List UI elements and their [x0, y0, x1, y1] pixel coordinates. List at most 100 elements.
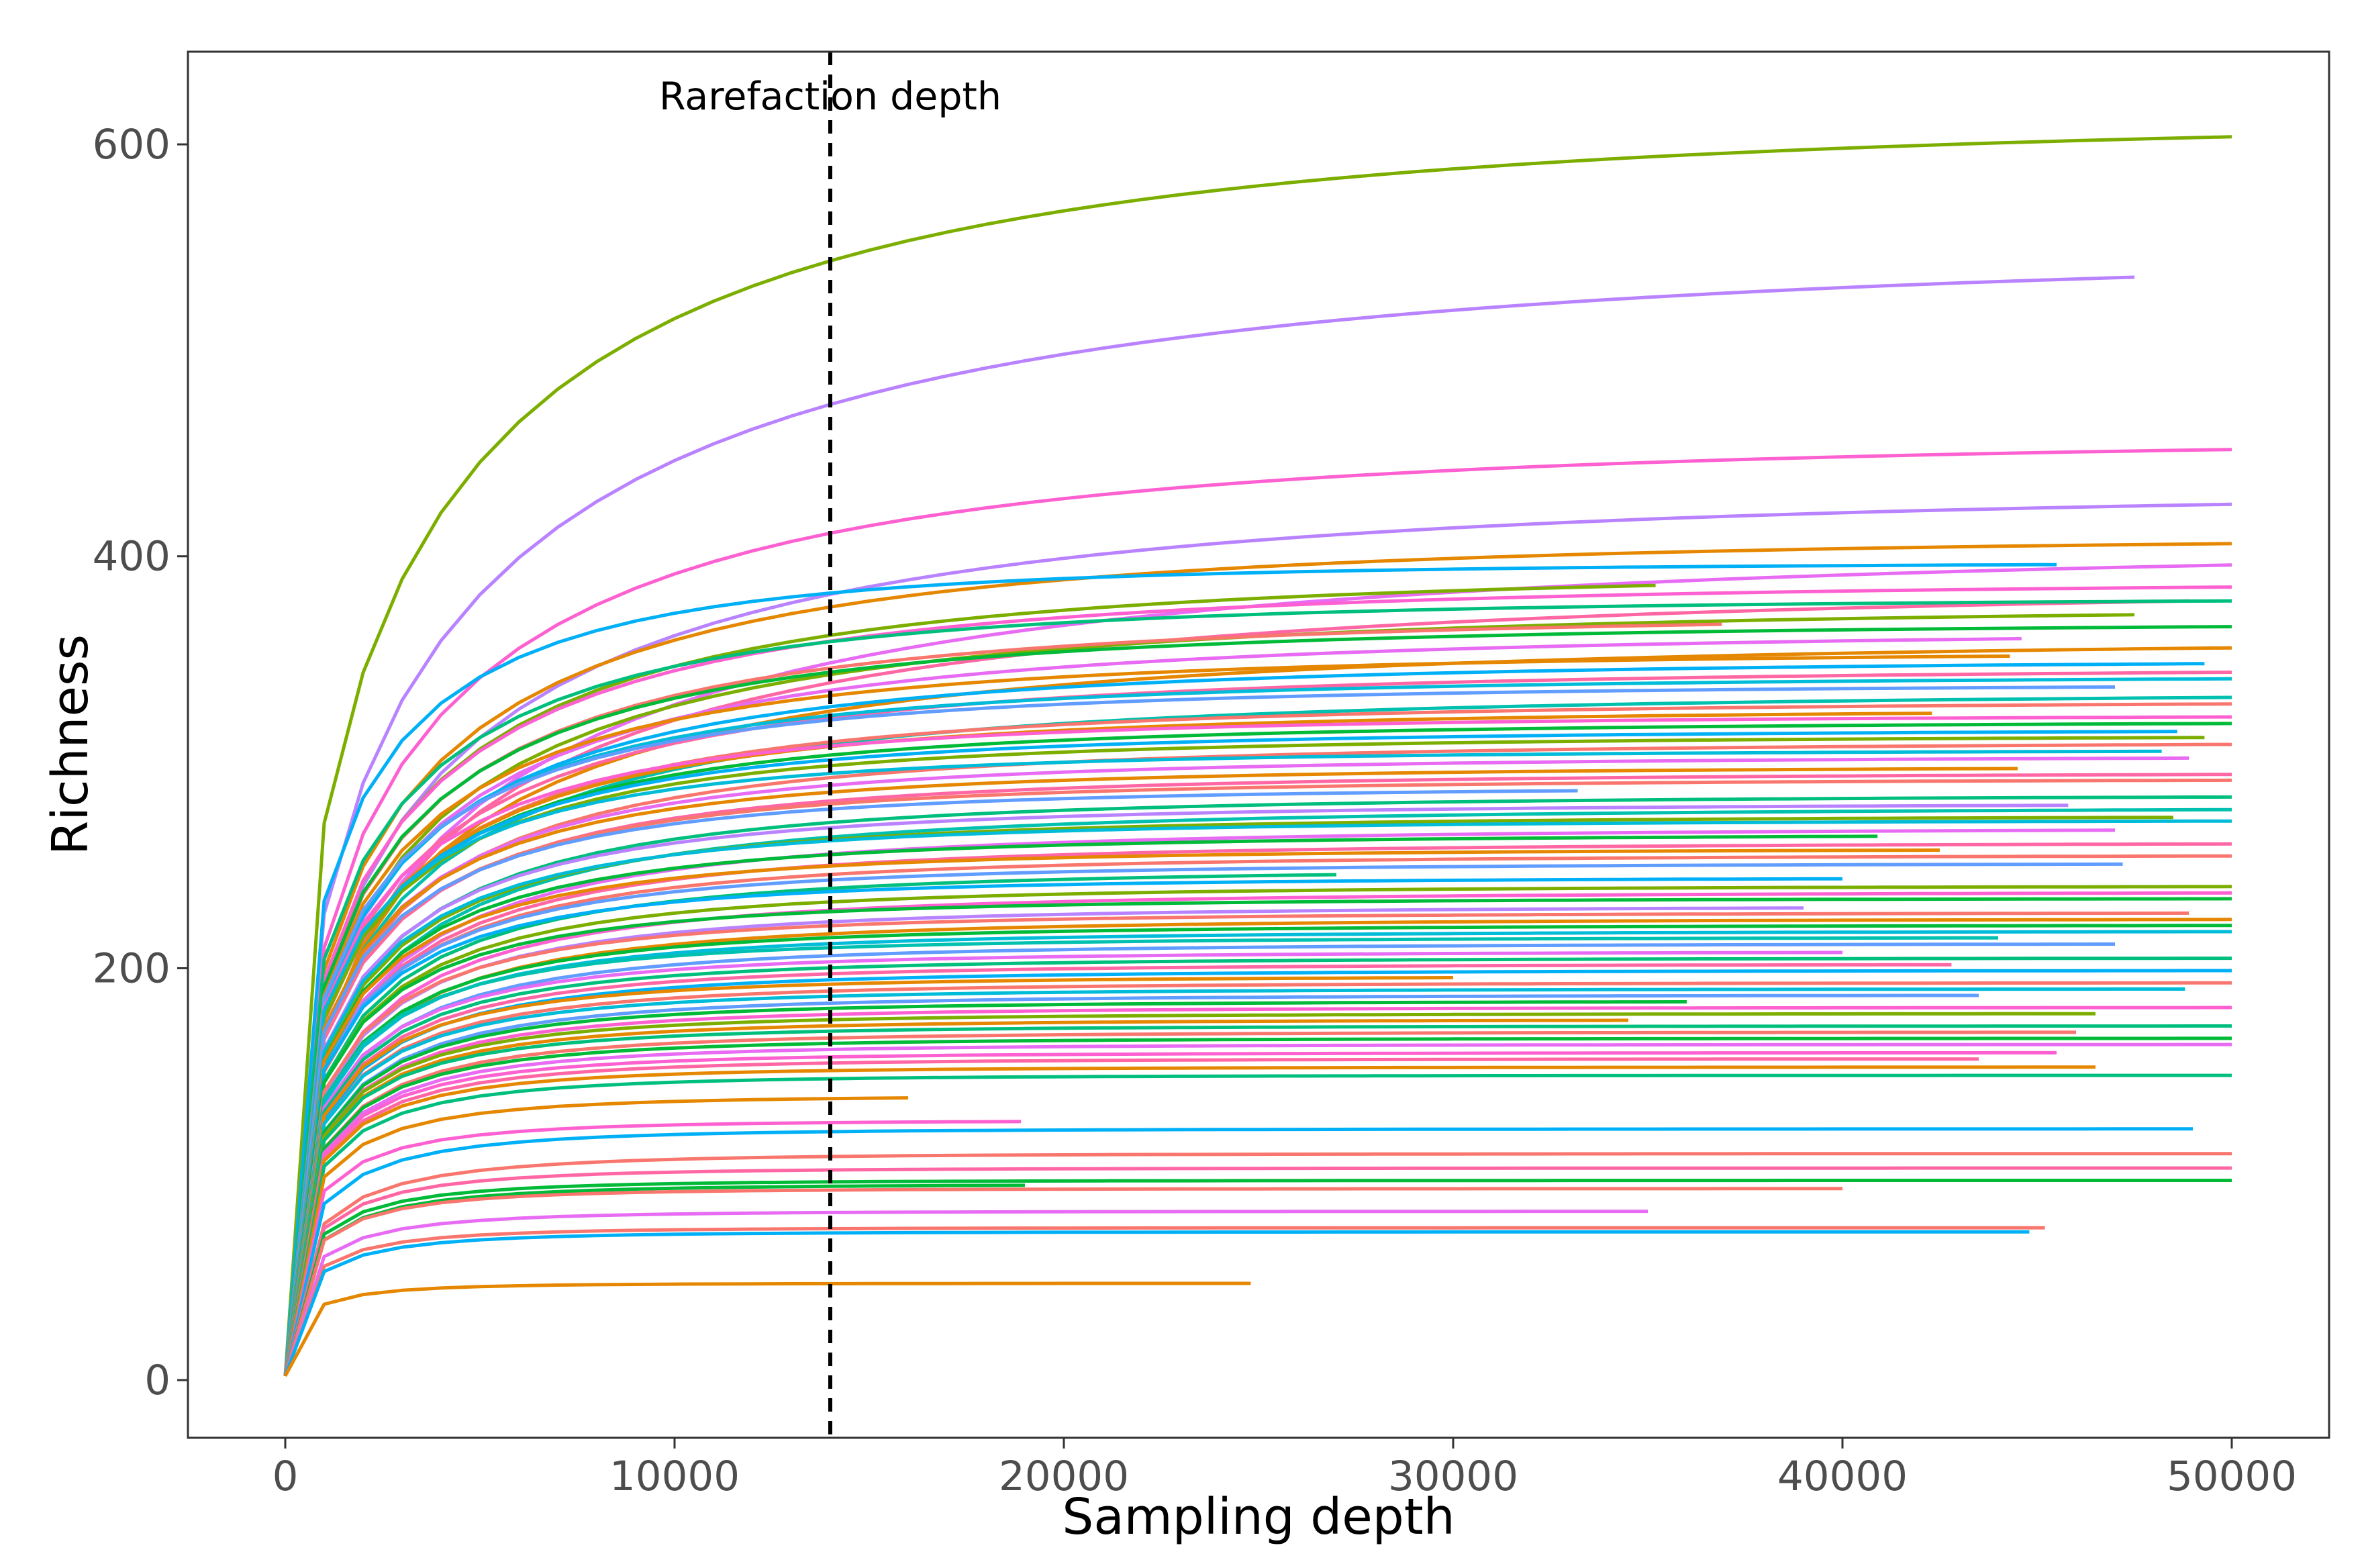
rarefaction-curve — [283, 1179, 2232, 1377]
rarefaction-curve — [283, 1000, 1687, 1377]
rarefaction-curve — [283, 930, 2232, 1377]
rarefaction-curve — [283, 767, 2018, 1377]
rarefaction-curve — [283, 730, 2177, 1377]
rarefaction-curve — [283, 599, 2232, 1377]
rarefaction-curve — [283, 712, 1932, 1377]
rarefaction-curve — [283, 722, 2232, 1377]
rarefaction-curve — [283, 795, 2232, 1377]
rarefaction-curve — [283, 1050, 2057, 1377]
rarefaction-curve — [283, 685, 2116, 1377]
rarefaction-curve — [283, 828, 2116, 1377]
rarefaction-curve — [283, 936, 1998, 1377]
rarefaction-curve — [283, 918, 2232, 1377]
rarefaction-curve — [283, 736, 2205, 1377]
y-tick-label: 200 — [93, 944, 170, 992]
y-axis-ticks — [177, 143, 188, 1381]
rarefaction-curve — [283, 963, 1952, 1377]
rarefaction-curve — [283, 1006, 2232, 1377]
plot-panel-border — [187, 50, 2330, 1439]
rarefaction-curve — [283, 1012, 2096, 1377]
rarefaction-curve — [283, 854, 2232, 1377]
rarefaction-curve — [283, 1042, 2232, 1377]
rarefaction-curve — [283, 1152, 2232, 1377]
rarefaction-curve — [283, 1120, 1022, 1377]
rarefaction-curve — [283, 819, 2232, 1377]
x-axis-title: Sampling depth — [1062, 1488, 1455, 1546]
rarefaction-curve — [283, 625, 2232, 1377]
rarefaction-curve — [283, 957, 2232, 1377]
rarefaction-curve — [283, 749, 2162, 1377]
rarefaction-curve — [283, 275, 2135, 1377]
rarefaction-curve — [283, 981, 2232, 1377]
rarefaction-curve — [283, 1210, 1648, 1377]
rarefaction-curve — [283, 873, 1337, 1377]
x-tick-label: 30000 — [1388, 1453, 1518, 1500]
rarefaction-curve — [283, 1073, 2232, 1377]
rarefaction-curve — [283, 778, 2232, 1377]
rarefaction-curve — [283, 1030, 2076, 1377]
rarefaction-curves — [283, 135, 2232, 1377]
rarefaction-curve — [283, 1065, 2096, 1377]
rarefaction-curve — [283, 924, 2232, 1377]
y-tick-label: 0 — [144, 1357, 170, 1404]
rarefaction-curve — [283, 654, 2010, 1377]
rarefaction-curve — [283, 1187, 1842, 1377]
rarefaction-curve — [283, 715, 2232, 1377]
rarefaction-curve — [283, 1226, 2045, 1377]
rarefaction-curve — [283, 789, 1578, 1377]
x-tick-label: 50000 — [2167, 1453, 2297, 1500]
x-tick-label: 20000 — [999, 1453, 1129, 1500]
rarefaction-curve — [283, 842, 2232, 1377]
rarefaction-curve — [283, 671, 2232, 1377]
rarefaction-curve — [283, 862, 2123, 1377]
rarefaction-curve — [283, 742, 2232, 1377]
rarefaction-curve — [283, 662, 2205, 1377]
rarefaction-curve — [283, 885, 2232, 1377]
rarefaction-curve — [283, 1036, 2232, 1377]
rarefaction-curve — [283, 1127, 2193, 1377]
rarefaction-curve — [283, 848, 1940, 1377]
rarefaction-curve — [283, 1096, 909, 1377]
rarefaction-curve — [283, 1057, 1979, 1377]
rarefaction-curve — [283, 448, 2232, 1377]
x-tick-label: 10000 — [609, 1453, 740, 1500]
rarefaction-curve — [283, 756, 2189, 1377]
rarefaction-depth-label: Rarefaction depth — [659, 75, 1001, 119]
rarefaction-curve — [283, 976, 1454, 1377]
rarefaction-curve — [283, 135, 2232, 1377]
rarefaction-curve — [283, 1024, 2232, 1377]
y-axis-title: Richness — [42, 634, 99, 855]
rarefaction-curve — [283, 695, 2232, 1377]
rarefaction-curve — [283, 677, 2232, 1377]
rarefaction-curve — [283, 911, 2189, 1377]
rarefaction-curve — [283, 942, 2116, 1377]
x-axis-ticks — [284, 1438, 2233, 1449]
rarefaction-curve — [283, 1018, 1629, 1377]
x-tick-label: 40000 — [1777, 1453, 1908, 1500]
rarefaction-curve — [283, 585, 2232, 1377]
rarefaction-curve — [283, 1230, 2030, 1377]
rarefaction-curve — [283, 993, 1979, 1377]
rarefaction-curve — [283, 562, 2057, 1377]
rarefaction-curve — [283, 891, 2232, 1377]
y-tick-label: 400 — [93, 533, 170, 581]
rarefaction-curve — [283, 877, 1843, 1377]
rarefaction-curve — [283, 950, 1843, 1377]
rarefaction-curve — [283, 637, 2022, 1377]
y-tick-label: 600 — [93, 121, 170, 168]
rarefaction-curve — [283, 1166, 2232, 1377]
rarefaction-curve — [283, 969, 2232, 1377]
y-tick-labels: 0 200 400 600 — [93, 121, 170, 1404]
rarefaction-curve — [283, 583, 1656, 1377]
rarefaction-curve — [283, 803, 2069, 1377]
rarefaction-curve — [283, 834, 1878, 1377]
rarefaction-curve — [283, 542, 2232, 1377]
rarefaction-curve — [283, 1183, 1026, 1377]
rarefaction-curve — [283, 897, 2232, 1377]
rarefaction-curve — [283, 646, 2232, 1377]
rarefaction-curve — [283, 987, 2185, 1377]
rarefaction-curve — [283, 599, 2189, 1377]
x-tick-label: 0 — [273, 1453, 299, 1500]
x-tick-labels: 0 10000 20000 30000 40000 50000 — [273, 1453, 2297, 1500]
